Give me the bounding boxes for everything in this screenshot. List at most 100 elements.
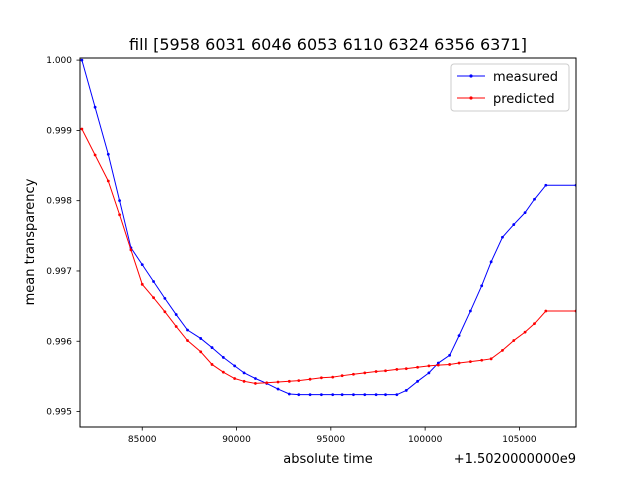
series-line-predicted [81,128,576,384]
data-point-measured [544,183,548,187]
data-point-predicted [416,365,419,369]
data-point-predicted [374,370,378,373]
data-point-predicted [352,372,355,376]
data-point-predicted [106,179,110,183]
data-point-measured [363,393,367,397]
y-tick-label: 0.999 [46,126,72,136]
data-point-measured [287,392,291,396]
data-point-predicted [265,381,269,385]
data-point-measured [221,356,225,359]
data-point-measured [242,371,246,375]
data-point-measured [186,328,189,332]
data-point-predicted [210,363,214,366]
data-point-measured [395,393,399,397]
data-point-measured [174,313,178,316]
data-point-predicted [331,375,335,379]
data-point-predicted [297,379,301,383]
data-point-measured [457,334,461,338]
data-point-predicted [253,382,257,385]
data-point-predicted [93,153,97,157]
y-axis-label: mean transparency [23,178,38,305]
data-point-measured [152,280,155,283]
data-point-measured [199,337,203,340]
x-tick-label: 100000 [408,435,443,445]
data-point-measured [468,309,472,313]
data-point-predicted [457,361,461,365]
series-line-measured [81,59,576,396]
data-point-measured [93,105,97,109]
data-point-measured [427,371,431,375]
data-point-measured [80,58,84,62]
data-point-measured [501,235,504,239]
y-axis: 0.995 0.996 0.997 0.998 0.999 1.000 [46,56,80,418]
data-point-measured [404,389,408,392]
data-point-measured [512,223,516,226]
x-axis: 85000 90000 95000 100000 105000 [128,427,537,445]
y-tick-label: 0.998 [46,197,72,207]
data-point-measured [523,211,527,215]
data-point-measured [340,393,344,397]
data-point-measured [319,393,323,397]
data-point-predicted [404,367,408,371]
data-point-measured [480,284,484,288]
data-point-predicted [174,325,178,328]
data-point-measured [106,152,110,156]
data-point-predicted [480,358,484,362]
x-tick-label: 85000 [128,435,157,445]
x-axis-label: absolute time [283,452,372,467]
series-layer [80,58,576,397]
plot-frame [79,57,577,428]
data-point-measured [416,379,419,383]
legend-label-measured: measured [493,70,558,85]
data-point-measured [448,353,452,357]
data-point-predicted [186,339,189,342]
data-point-measured [118,199,122,203]
data-point-measured [533,197,536,201]
data-point-predicted [395,367,399,371]
data-point-measured [210,346,214,349]
chart-title: fill [5958 6031 6046 6053 6110 6324 6356… [129,35,527,54]
data-point-measured [253,377,257,380]
data-point-predicted [221,370,225,374]
data-point-predicted [468,360,472,364]
data-point-measured [489,260,493,264]
data-point-predicted [233,377,237,380]
data-point-predicted [287,379,291,383]
legend-marker-measured [469,74,473,78]
data-point-predicted [427,364,431,368]
data-point-predicted [140,282,144,286]
data-point-predicted [242,379,246,383]
data-point-predicted [340,374,344,378]
data-point-predicted [448,363,452,366]
data-point-predicted [363,371,367,375]
legend-marker-predicted [469,96,473,100]
data-point-predicted [489,357,493,361]
y-tick-label: 0.995 [46,408,72,418]
data-point-predicted [163,310,167,314]
x-tick-label: 95000 [317,435,346,445]
data-point-predicted [523,330,527,334]
legend-label-predicted: predicted [493,92,555,107]
data-point-measured [331,393,335,397]
data-point-predicted [436,363,440,367]
data-point-measured [163,296,167,300]
data-point-predicted [501,348,504,352]
data-point-predicted [512,339,516,342]
data-point-measured [436,361,440,365]
data-point-predicted [319,376,323,380]
y-tick-label: 1.000 [46,56,72,66]
data-point-measured [374,393,378,397]
data-point-predicted [544,309,548,313]
data-point-predicted [308,377,312,381]
data-point-measured [140,263,144,267]
data-point-predicted [199,350,203,354]
x-tick-label: 90000 [222,435,251,445]
data-point-predicted [152,296,155,300]
data-point-predicted [276,380,280,384]
x-axis-offset-label: +1.5020000000e9 [454,452,576,467]
data-point-predicted [384,369,387,373]
data-point-measured [384,393,387,397]
data-point-measured [352,393,355,397]
x-tick-label: 105000 [502,435,537,445]
